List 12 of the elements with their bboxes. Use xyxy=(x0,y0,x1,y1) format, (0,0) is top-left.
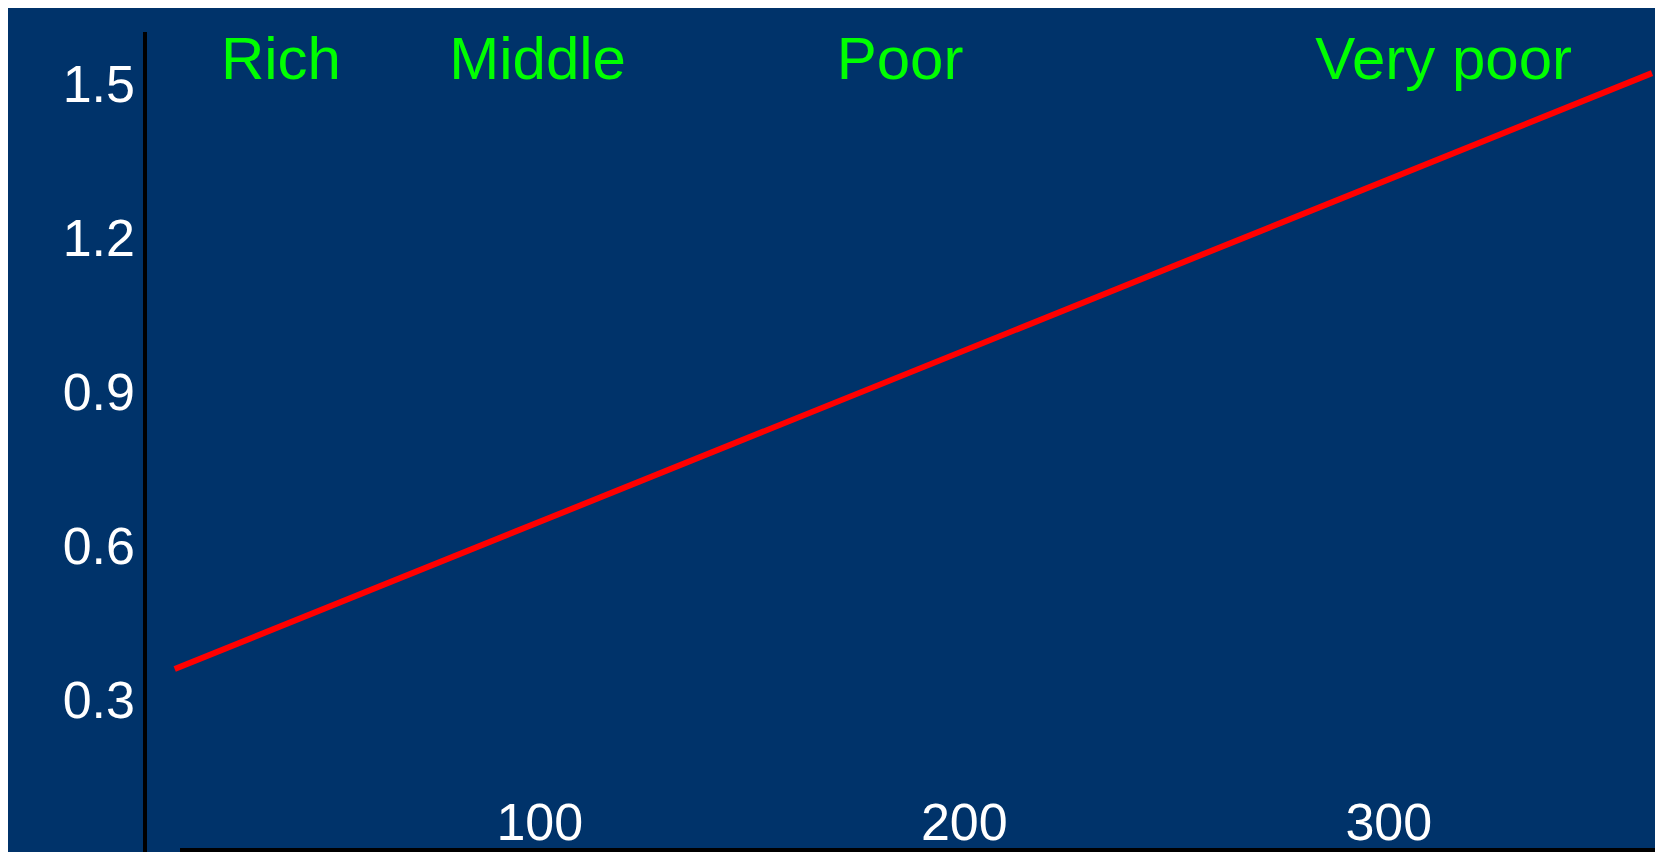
annotation: Poor xyxy=(836,25,964,92)
y-tick-label: 0.6 xyxy=(62,516,135,575)
y-tick-label: 1.2 xyxy=(62,208,135,267)
annotation: Middle xyxy=(449,25,626,92)
x-tick-label: 200 xyxy=(920,793,1008,851)
y-tick-label: 1.5 xyxy=(62,54,135,113)
x-tick-label: 100 xyxy=(496,793,584,851)
y-tick-label: 0.9 xyxy=(62,362,135,421)
y-tick-label: 0.3 xyxy=(62,671,135,730)
x-tick-label: 300 xyxy=(1345,793,1433,851)
annotation: Rich xyxy=(220,25,341,92)
annotation: Very poor xyxy=(1315,25,1573,92)
